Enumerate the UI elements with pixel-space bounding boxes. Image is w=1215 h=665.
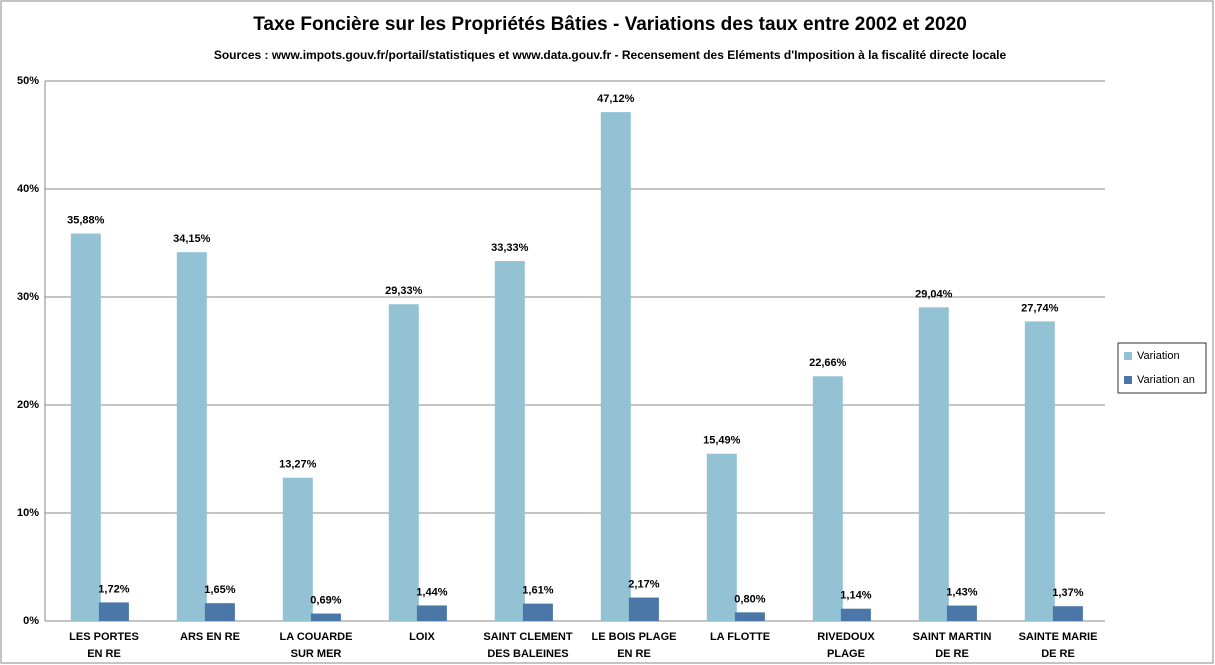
bar — [494, 261, 525, 621]
value-label: 0,69% — [310, 594, 341, 606]
x-tick-label: LOIX — [409, 631, 435, 643]
value-label: 29,33% — [385, 285, 423, 297]
value-label: 1,43% — [946, 586, 977, 598]
bar — [706, 453, 737, 621]
legend-label: Variation an — [1137, 374, 1195, 386]
value-label: 1,44% — [416, 586, 447, 598]
bar — [1024, 321, 1055, 621]
legend-swatch — [1124, 352, 1132, 360]
value-label: 13,27% — [279, 459, 317, 471]
value-label: 22,66% — [809, 357, 847, 369]
bar — [98, 602, 129, 621]
bar — [282, 477, 313, 621]
x-tick-label: SAINTE MARIE DE RE — [1018, 631, 1098, 660]
x-tick-label: LE BOIS PLAGE EN RE — [591, 631, 677, 660]
y-tick-label: 40% — [17, 183, 39, 195]
value-label: 1,14% — [840, 590, 871, 602]
bar — [628, 597, 659, 621]
y-tick-label: 50% — [17, 75, 39, 87]
x-tick-label: LA FLOTTE — [709, 631, 771, 643]
chart-title: Taxe Foncière sur les Propriétés Bâties … — [253, 14, 967, 35]
x-tick-label: LES PORTES EN RE — [69, 631, 139, 660]
value-label: 0,80% — [734, 593, 765, 605]
x-tick-label: SAINT MARTIN DE RE — [912, 631, 992, 660]
legend-swatch — [1124, 376, 1132, 384]
bar — [204, 603, 235, 621]
y-tick-label: 10% — [17, 507, 39, 519]
y-tick-label: 20% — [17, 399, 39, 411]
bar — [946, 605, 977, 621]
value-label: 29,04% — [915, 288, 953, 300]
chart-subtitle: Sources : www.impots.gouv.fr/portail/sta… — [214, 48, 1007, 62]
bar — [812, 376, 843, 621]
legend-label: Variation — [1137, 350, 1180, 362]
bar — [176, 252, 207, 621]
value-label: 35,88% — [67, 214, 105, 226]
value-label: 1,37% — [1052, 587, 1083, 599]
bar — [734, 612, 765, 621]
value-label: 1,72% — [98, 583, 129, 595]
value-label: 27,74% — [1021, 302, 1059, 314]
x-tick-label: ARS EN RE — [180, 631, 240, 643]
bar — [70, 233, 101, 621]
bar — [310, 613, 341, 621]
x-tick-label: SAINT CLEMENT DES BALEINES — [483, 631, 573, 660]
value-label: 47,12% — [597, 93, 635, 105]
bar — [522, 603, 553, 621]
bar — [1052, 606, 1083, 621]
value-label: 1,65% — [204, 584, 235, 596]
value-label: 34,15% — [173, 233, 211, 245]
bar — [600, 112, 631, 621]
value-label: 15,49% — [703, 435, 741, 447]
bar — [388, 304, 419, 621]
legend-box — [1117, 342, 1207, 394]
y-tick-label: 0% — [23, 615, 39, 627]
value-label: 33,33% — [491, 242, 529, 254]
x-tick-label: LA COUARDE SUR MER — [279, 631, 353, 660]
value-label: 2,17% — [628, 578, 659, 590]
x-tick-label: RIVEDOUX PLAGE — [817, 631, 875, 660]
y-tick-label: 30% — [17, 291, 39, 303]
bar — [416, 605, 447, 621]
value-label: 1,61% — [522, 585, 553, 597]
bar — [918, 307, 949, 621]
bar — [840, 608, 871, 621]
